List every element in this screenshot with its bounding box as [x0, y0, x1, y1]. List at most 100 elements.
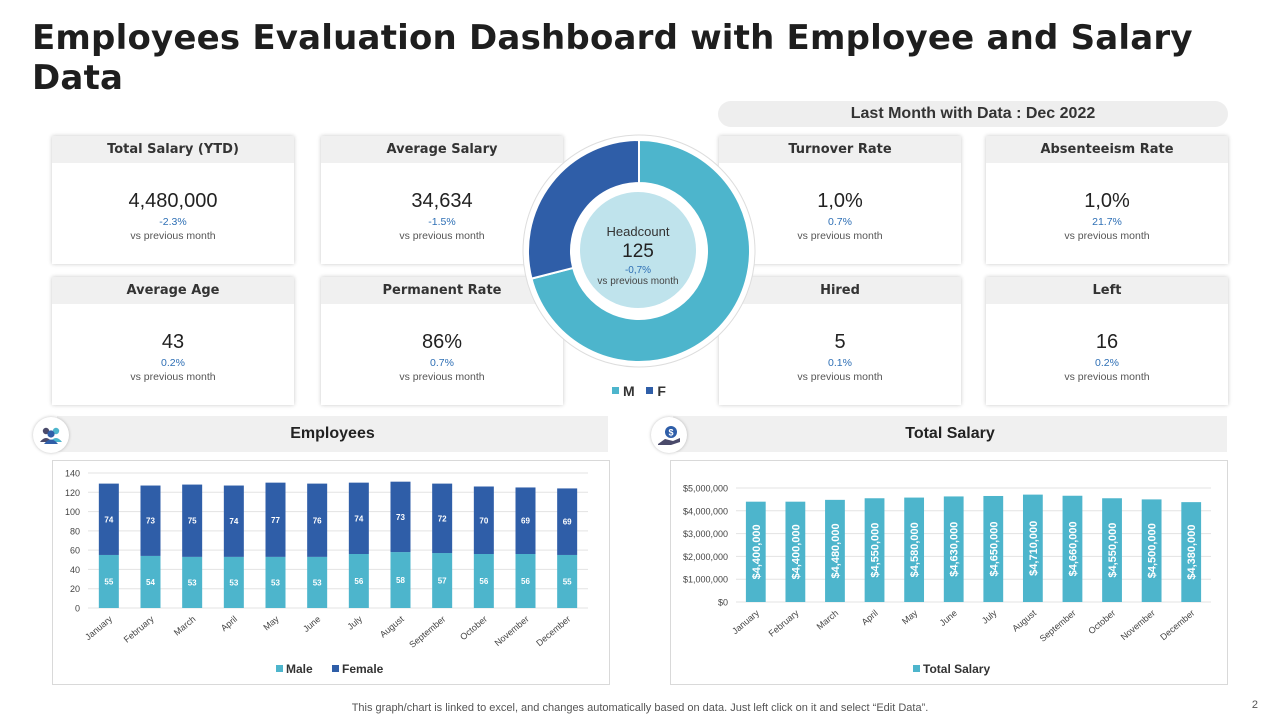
bar-total-salary[interactable]	[785, 501, 806, 602]
data-label-male: 58	[396, 576, 405, 585]
salary-hand-icon: $	[651, 417, 687, 453]
bar-female[interactable]	[390, 481, 411, 553]
bar-male[interactable]	[265, 556, 286, 608]
kpi-sub: vs previous month	[130, 230, 216, 242]
x-tick-label: July	[980, 608, 999, 626]
bar-male[interactable]	[432, 553, 453, 608]
employees-section-header: Employees	[57, 416, 608, 452]
data-label-salary: $4,400,000	[790, 524, 802, 579]
kpi-value: 5	[834, 331, 846, 353]
employees-bar-chart[interactable]: 0 20 40 60 80 100 120 140 55 74 January 54 73 Februar…	[53, 461, 609, 684]
y-tick-label: $3,000,000	[683, 529, 728, 539]
bar-male[interactable]	[390, 552, 411, 608]
kpi-hired[interactable]: Hired 5 0.1% vs previous month	[719, 277, 961, 405]
headcount-value: 125	[622, 241, 654, 262]
x-tick-label: October	[1086, 608, 1117, 636]
salary-bar-chart[interactable]: $0 $1,000,000 $2,000,000 $3,000,000 $4,000,0…	[671, 461, 1227, 684]
legend-swatch-salary	[913, 665, 920, 672]
data-label-female: 70	[479, 516, 488, 525]
bar-female[interactable]	[98, 483, 119, 555]
bar-male[interactable]	[557, 554, 578, 608]
kpi-label: Absenteeism Rate	[986, 136, 1228, 163]
data-label-salary: $4,580,000	[909, 522, 921, 577]
bar-male[interactable]	[473, 554, 494, 608]
kpi-total-salary[interactable]: Total Salary (YTD) 4,480,000 -2.3% vs pr…	[52, 136, 294, 264]
bar-female[interactable]	[140, 485, 161, 556]
y-tick-label: 140	[65, 469, 80, 479]
employees-title: Employees	[290, 425, 375, 442]
kpi-turnover-rate[interactable]: Turnover Rate 1,0% 0.7% vs previous mont…	[719, 136, 961, 264]
data-label-female: 77	[271, 516, 280, 525]
x-tick-label: August	[378, 614, 406, 640]
kpi-permanent-rate[interactable]: Permanent Rate 86% 0.7% vs previous mont…	[321, 277, 563, 405]
bar-male[interactable]	[307, 556, 328, 608]
legend-label-salary: Total Salary	[923, 662, 990, 676]
x-tick-label: September	[1038, 608, 1078, 644]
bar-total-salary[interactable]	[1181, 502, 1202, 602]
svg-text:$: $	[668, 428, 673, 438]
bar-female[interactable]	[265, 482, 286, 557]
kpi-sub: vs previous month	[399, 371, 485, 383]
x-tick-label: February	[767, 608, 801, 639]
data-label-salary: $4,650,000	[988, 521, 1000, 576]
bar-total-salary[interactable]	[1102, 498, 1122, 602]
bar-female[interactable]	[348, 482, 369, 554]
bar-total-salary[interactable]	[904, 497, 925, 602]
y-tick-label: $1,000,000	[683, 575, 728, 585]
data-label-male: 57	[438, 577, 447, 586]
headcount-change: -0,7%	[624, 265, 652, 276]
kpi-sub: vs previous month	[797, 371, 883, 383]
legend-label-f: F	[657, 383, 666, 399]
kpi-change: 0.2%	[161, 357, 185, 369]
y-tick-label: 0	[75, 604, 80, 614]
salary-title: Total Salary	[905, 425, 995, 442]
kpi-average-age[interactable]: Average Age 43 0.2% vs previous month	[52, 277, 294, 405]
x-tick-label: June	[938, 608, 959, 628]
kpi-left[interactable]: Left 16 0.2% vs previous month	[986, 277, 1228, 405]
data-label-male: 55	[104, 577, 113, 586]
kpi-value: 43	[161, 331, 185, 353]
donut-slice-f[interactable]	[527, 138, 640, 280]
kpi-label: Hired	[719, 277, 961, 304]
bar-total-salary[interactable]	[983, 495, 1004, 602]
bar-male[interactable]	[223, 556, 244, 608]
bar-female[interactable]	[557, 488, 578, 555]
bar-male[interactable]	[182, 556, 203, 608]
bar-male[interactable]	[348, 554, 369, 608]
bar-total-salary[interactable]	[1062, 495, 1083, 602]
bar-female[interactable]	[182, 484, 203, 557]
bar-female[interactable]	[473, 486, 494, 555]
employees-chart-box[interactable]: 0 20 40 60 80 100 120 140 55 74 January 54 73 Februar…	[52, 460, 610, 685]
data-label-male: 54	[146, 578, 155, 587]
kpi-sub: vs previous month	[1064, 371, 1150, 383]
kpi-change: -2.3%	[159, 216, 187, 228]
data-label-female: 72	[438, 514, 447, 523]
data-label-salary: $4,480,000	[830, 523, 842, 578]
bar-female[interactable]	[307, 483, 328, 557]
x-tick-label: March	[172, 614, 198, 638]
kpi-absenteeism-rate[interactable]: Absenteeism Rate 1,0% 21.7% vs previous …	[986, 136, 1228, 264]
page-number: 2	[1251, 699, 1258, 711]
salary-chart-box[interactable]: $0 $1,000,000 $2,000,000 $3,000,000 $4,000,0…	[670, 460, 1228, 685]
bar-female[interactable]	[432, 483, 453, 554]
bar-male[interactable]	[98, 554, 119, 608]
x-tick-label: November	[1119, 608, 1157, 642]
bar-female[interactable]	[223, 485, 244, 557]
bar-female[interactable]	[515, 487, 536, 554]
last-month-banner: Last Month with Data : Dec 2022	[718, 101, 1228, 127]
bar-male[interactable]	[515, 554, 536, 608]
kpi-average-salary[interactable]: Average Salary 34,634 -1.5% vs previous …	[321, 136, 563, 264]
headcount-sub: vs previous month	[597, 276, 679, 287]
donut-slice-m[interactable]	[530, 138, 751, 363]
bar-total-salary[interactable]	[943, 496, 964, 602]
data-label-male: 53	[271, 578, 280, 587]
bar-total-salary[interactable]	[825, 499, 845, 602]
salary-section-header: Total Salary	[673, 416, 1227, 452]
bar-total-salary[interactable]	[1022, 494, 1043, 602]
bar-total-salary[interactable]	[745, 501, 766, 602]
bar-total-salary[interactable]	[864, 498, 885, 602]
data-label-salary: $4,630,000	[949, 522, 961, 577]
bar-total-salary[interactable]	[1141, 499, 1162, 602]
kpi-sub: vs previous month	[1064, 230, 1150, 242]
bar-male[interactable]	[140, 555, 161, 608]
